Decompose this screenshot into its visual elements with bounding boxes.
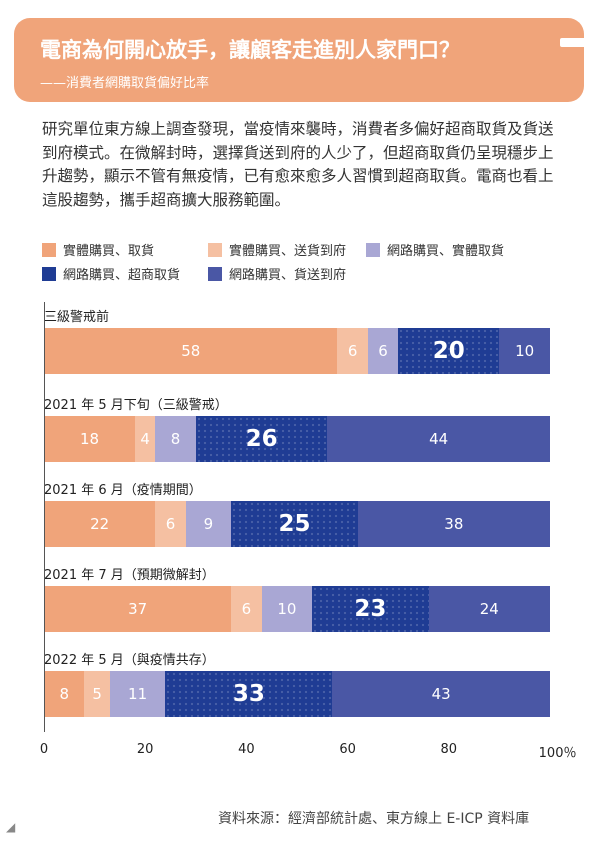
data-label: 4 <box>140 430 150 448</box>
data-label: 23 <box>354 596 387 622</box>
y-axis-line <box>44 302 45 732</box>
bar-row: 8 5 11 33 43 <box>44 671 550 717</box>
legend-label: 網路購買、實體取貨 <box>387 244 505 259</box>
bar-segment <box>398 328 500 374</box>
x-tick-label: 80 <box>440 742 458 757</box>
bar-segment <box>84 671 110 717</box>
bar-segment <box>367 328 399 374</box>
corner-mark: ◢ <box>6 820 16 834</box>
bar-row: 22 6 9 25 38 <box>44 501 550 547</box>
bar-segment <box>231 501 358 547</box>
bar-segment <box>44 586 232 632</box>
data-label: 10 <box>515 342 535 360</box>
x-tick-label: 0 <box>39 742 49 757</box>
legend-item: 網路購買、實體取貨 <box>366 240 504 259</box>
legend-item: 實體購買、送貨到府 <box>208 240 346 259</box>
legend-swatch <box>42 242 56 257</box>
data-label: 44 <box>429 430 449 448</box>
page-subtitle: ——消費者網購取貨偏好比率 <box>40 76 210 91</box>
legend-swatch <box>366 242 380 257</box>
category-label: 2021 年 7 月（預期微解封） <box>44 568 215 583</box>
bar-segment <box>499 328 550 374</box>
bar-segment <box>195 416 328 462</box>
data-label: 11 <box>128 685 148 703</box>
data-label: 20 <box>432 338 465 364</box>
data-label: 26 <box>245 426 278 452</box>
data-label: 37 <box>128 600 148 618</box>
bar-segment <box>155 416 196 462</box>
data-label: 43 <box>431 685 451 703</box>
intro-paragraph: 研究單位東方線上調查發現，當疫情來襲時，消費者多偏好超商取貨及貨送到府模式。在微… <box>42 120 554 209</box>
x-tick-label: 100％ <box>538 746 577 761</box>
data-label: 8 <box>170 430 181 448</box>
bar-segment <box>332 671 550 717</box>
data-label: 5 <box>92 685 102 703</box>
data-label: 9 <box>203 515 214 533</box>
data-label: 33 <box>232 681 265 707</box>
data-label: 10 <box>277 600 297 618</box>
data-label: 24 <box>479 600 499 618</box>
legend-item: 網路購買、貨送到府 <box>208 264 346 283</box>
bar-segment <box>165 671 333 717</box>
bar-row: 18 4 8 26 44 <box>44 416 550 462</box>
legend-item: 實體購買、取貨 <box>42 240 154 259</box>
legend-label: 實體購買、送貨到府 <box>229 244 347 259</box>
title-banner: 電商為何開心放手，讓顧客走進別人家門口？ ——消費者網購取貨偏好比率 <box>14 18 584 102</box>
category-label: 2022 年 5 月（與疫情共存） <box>44 653 215 668</box>
source-note: 資料來源：經濟部統計處、東方線上 E-ICP 資料庫 <box>218 811 530 827</box>
bar-row: 58 6 6 20 10 <box>44 328 550 374</box>
bar-segment <box>44 328 338 374</box>
data-label: 22 <box>90 515 110 533</box>
category-label: 2021 年 6 月（疫情期間） <box>44 483 202 498</box>
bar-segment <box>44 416 136 462</box>
bar-segment <box>428 586 550 632</box>
bar-segment <box>135 416 156 462</box>
bar-segment <box>357 501 550 547</box>
bar-segment <box>231 586 262 632</box>
legend-label: 網路購買、超商取貨 <box>63 268 181 283</box>
data-label: 58 <box>181 342 201 360</box>
category-label: 2021 年 5 月下旬（三級警戒） <box>44 398 228 413</box>
x-tick-label: 20 <box>136 742 154 757</box>
data-label: 25 <box>278 511 311 537</box>
bar-segment <box>44 671 85 717</box>
data-label: 38 <box>444 515 464 533</box>
page-title: 電商為何開心放手，讓顧客走進別人家門口？ <box>40 38 460 62</box>
bar-segment <box>312 586 429 632</box>
bar-segment <box>261 586 313 632</box>
bar-segment <box>155 501 186 547</box>
category-label: 三級警戒前 <box>44 310 110 325</box>
legend-swatch <box>208 242 222 257</box>
data-label: 6 <box>165 515 176 533</box>
legend-label: 網路購買、貨送到府 <box>229 268 347 283</box>
data-label: 6 <box>378 342 388 360</box>
x-tick-label: 60 <box>339 742 356 757</box>
bar-row: 37 6 10 23 24 <box>44 586 550 632</box>
legend-swatch <box>208 266 222 281</box>
bar-segment <box>185 501 232 547</box>
x-tick-label: 40 <box>238 742 255 757</box>
bar-segment <box>327 416 550 462</box>
bar-segment <box>44 501 156 547</box>
data-label: 6 <box>241 600 252 618</box>
bar-segment <box>337 328 368 374</box>
data-label: 6 <box>347 342 358 360</box>
legend-item: 網路購買、超商取貨 <box>42 264 180 283</box>
data-label: 18 <box>79 430 100 448</box>
legend-label: 實體購買、取貨 <box>63 244 155 259</box>
bar-segment <box>109 671 166 717</box>
legend-swatch <box>42 266 56 281</box>
decorative-tab <box>560 38 600 47</box>
data-label: 8 <box>59 685 69 703</box>
